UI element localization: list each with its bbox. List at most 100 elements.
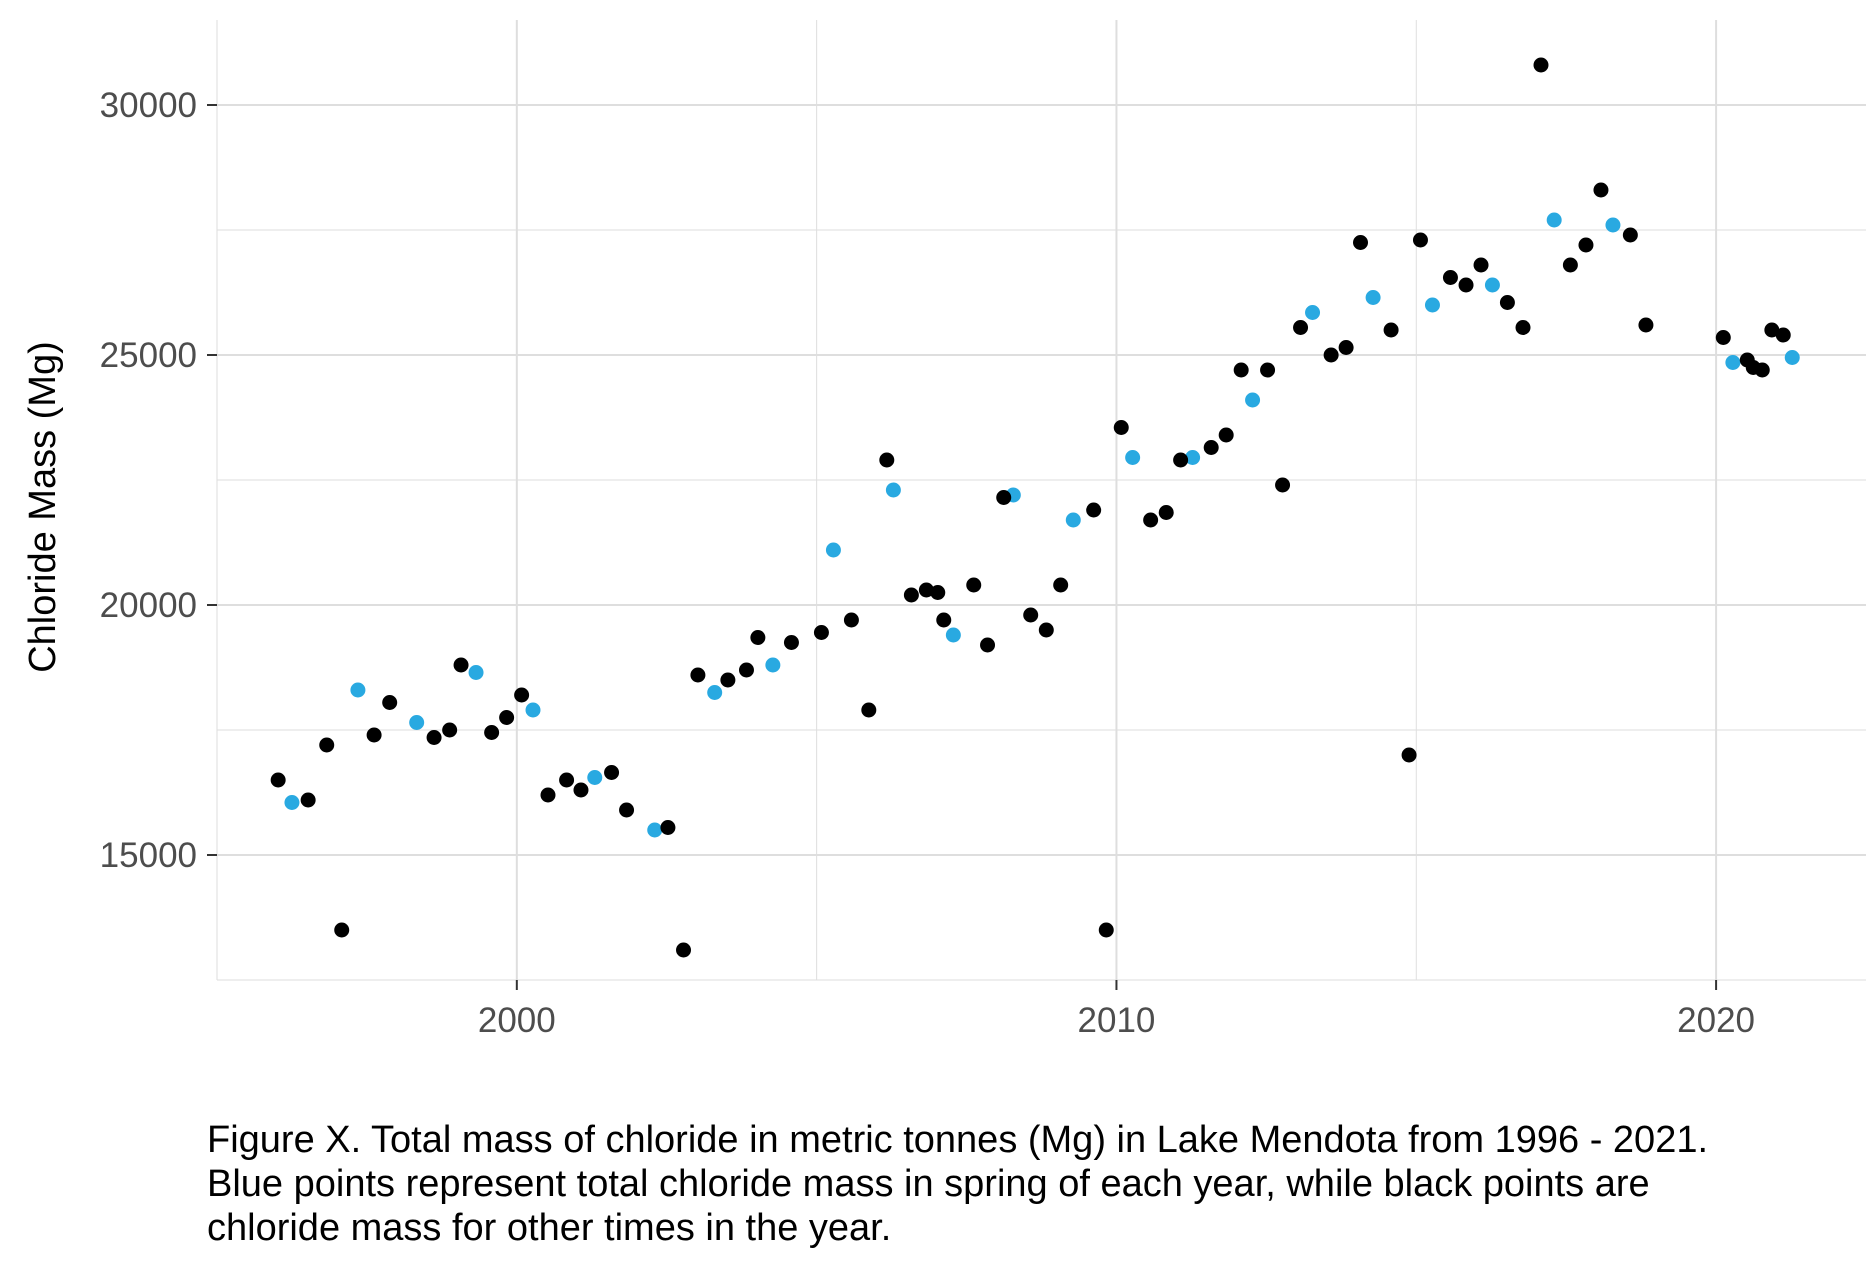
point-other-times	[1053, 577, 1069, 593]
point-spring	[1484, 277, 1500, 293]
point-other-times	[750, 630, 766, 645]
point-spring	[1784, 350, 1800, 365]
point-other-times	[720, 672, 736, 688]
point-other-times	[879, 452, 895, 468]
point-other-times	[1143, 512, 1159, 528]
point-spring	[1125, 450, 1141, 465]
point-other-times	[1458, 277, 1474, 293]
point-other-times	[936, 612, 952, 628]
point-other-times	[1158, 505, 1174, 520]
point-other-times	[1578, 237, 1594, 253]
point-spring	[885, 482, 901, 498]
point-other-times	[1638, 317, 1654, 333]
point-spring	[765, 657, 781, 673]
point-other-times	[1293, 320, 1309, 335]
point-spring	[1725, 355, 1741, 370]
point-other-times	[783, 635, 799, 650]
point-other-times	[1715, 330, 1731, 345]
point-other-times	[319, 737, 335, 753]
point-other-times	[676, 942, 692, 958]
point-other-times	[426, 730, 442, 745]
point-other-times	[270, 772, 286, 788]
point-spring	[1605, 217, 1621, 233]
point-other-times	[300, 792, 316, 808]
point-spring	[1305, 305, 1321, 320]
point-spring	[1245, 392, 1261, 408]
point-other-times	[540, 787, 556, 803]
point-spring	[1185, 450, 1201, 465]
point-other-times	[1098, 922, 1114, 938]
chloride-scatter-chart: 15000 20000 25000 30000 2000 2010 2020 Chlori…	[22, 20, 1866, 1040]
point-other-times	[813, 625, 829, 640]
point-other-times	[1086, 502, 1102, 518]
point-other-times	[843, 612, 859, 628]
point-spring	[284, 795, 300, 810]
point-other-times	[738, 662, 754, 678]
point-other-times	[1203, 440, 1219, 455]
point-spring	[587, 770, 603, 785]
point-other-times	[1775, 327, 1791, 343]
point-other-times	[930, 585, 946, 600]
point-other-times	[453, 657, 469, 673]
point-other-times	[690, 667, 706, 683]
point-spring	[945, 627, 961, 643]
point-spring	[525, 702, 541, 718]
point-other-times	[1473, 257, 1489, 273]
point-other-times	[619, 802, 635, 818]
point-other-times	[1173, 452, 1189, 468]
point-other-times	[1218, 427, 1234, 443]
point-other-times	[1515, 320, 1531, 335]
point-other-times	[514, 687, 530, 703]
point-other-times	[366, 727, 382, 743]
point-other-times	[1442, 270, 1458, 285]
point-other-times	[573, 782, 589, 798]
point-other-times	[1533, 57, 1549, 73]
point-spring	[468, 665, 484, 680]
x-tick-label: 2000	[478, 1001, 556, 1040]
point-spring	[825, 542, 841, 558]
y-axis-ticks: 15000 20000 25000 30000	[100, 86, 217, 875]
grid-minor-lines	[216, 20, 1866, 981]
point-other-times	[966, 577, 982, 593]
point-spring	[1065, 512, 1081, 528]
point-other-times	[484, 725, 500, 740]
point-other-times	[1275, 477, 1291, 493]
point-other-times	[1383, 322, 1399, 338]
point-other-times	[1562, 257, 1578, 273]
x-axis-ticks: 2000 2010 2020	[478, 980, 1755, 1040]
point-other-times	[861, 702, 877, 718]
point-other-times	[382, 695, 398, 710]
point-other-times	[1338, 340, 1354, 355]
point-other-times	[334, 922, 350, 938]
point-other-times	[1113, 420, 1129, 435]
point-spring	[707, 685, 723, 700]
point-other-times	[1323, 347, 1339, 363]
point-other-times	[1023, 607, 1039, 623]
y-tick-label: 25000	[100, 336, 197, 375]
point-other-times	[996, 490, 1012, 505]
point-other-times	[1038, 622, 1054, 638]
point-other-times	[1593, 182, 1609, 198]
point-other-times	[1353, 235, 1369, 250]
point-spring	[1546, 212, 1562, 228]
point-other-times	[1401, 747, 1417, 763]
point-other-times	[980, 637, 996, 653]
x-tick-label: 2010	[1078, 1001, 1156, 1040]
x-tick-label: 2020	[1677, 1001, 1755, 1040]
point-spring	[409, 715, 425, 730]
y-tick-label: 30000	[100, 86, 197, 125]
grid-major-lines	[217, 20, 1866, 980]
point-other-times	[1622, 227, 1638, 243]
point-other-times	[1260, 362, 1276, 378]
point-other-times	[442, 722, 458, 738]
point-other-times	[1412, 232, 1428, 248]
point-other-times	[604, 765, 620, 780]
point-spring	[350, 682, 366, 698]
point-other-times	[903, 587, 919, 603]
point-other-times	[660, 820, 676, 835]
point-other-times	[1233, 362, 1249, 378]
point-spring	[647, 822, 663, 838]
point-spring	[1365, 290, 1381, 305]
point-spring	[1424, 297, 1440, 313]
point-other-times	[918, 582, 934, 598]
